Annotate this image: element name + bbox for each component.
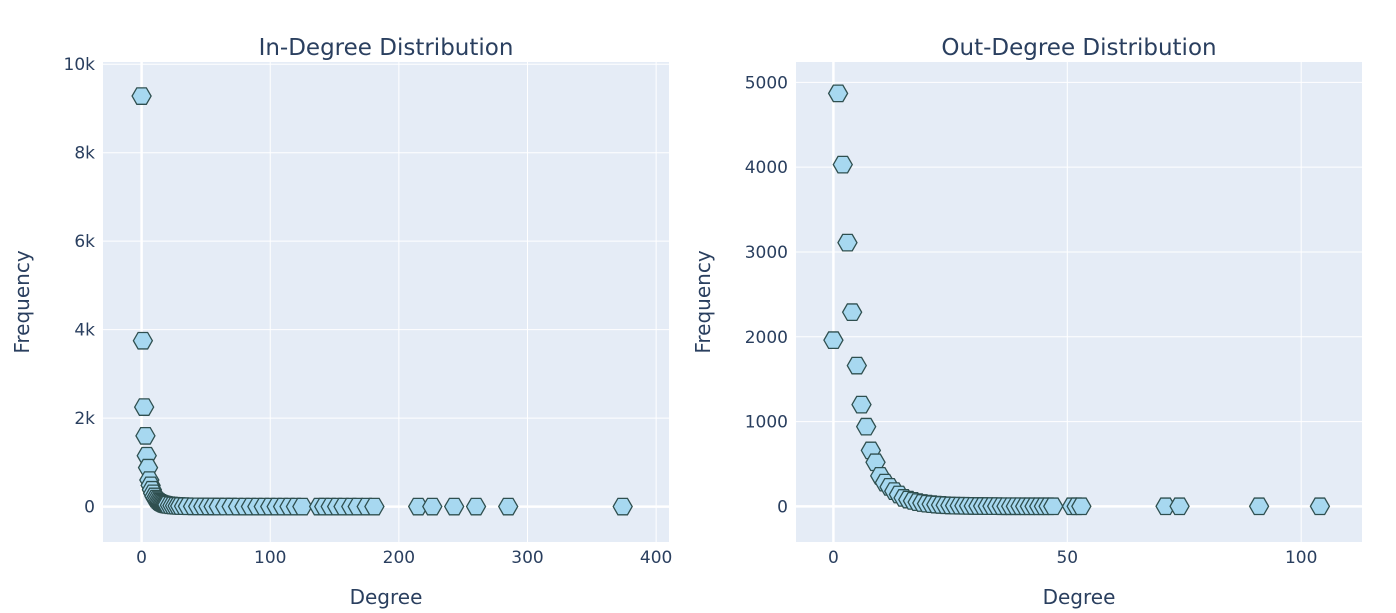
in-degree-point	[497, 497, 519, 516]
in-degree-point	[422, 497, 443, 516]
out-degree-point	[1071, 497, 1092, 516]
out-degree-x-tick-label: 50	[1056, 548, 1078, 568]
out-degree-title: Out-Degree Distribution	[941, 35, 1216, 61]
out-degree-y-tick-label: 0	[777, 497, 788, 517]
out-degree-point	[851, 395, 872, 414]
in-degree-x-tick-label: 300	[511, 548, 543, 568]
out-degree-point	[846, 356, 868, 375]
in-degree-point	[292, 497, 313, 516]
in-degree-point	[132, 331, 154, 350]
in-degree-point	[612, 497, 633, 516]
in-degree-y-tick-label: 2k	[74, 409, 95, 429]
in-degree-point	[131, 87, 152, 105]
out-degree-point	[841, 303, 863, 322]
in-degree-point	[443, 497, 465, 516]
out-degree-x-tick-label: 100	[1285, 548, 1317, 568]
in-degree-y-tick-label: 4k	[74, 321, 95, 341]
in-degree-y-tick-label: 6k	[74, 232, 95, 252]
out-degree-y-tick-label: 2000	[745, 328, 788, 348]
in-degree-point	[465, 497, 487, 516]
out-degree-x-tick-label: 0	[828, 548, 839, 568]
out-degree-point	[837, 233, 858, 252]
out-degree-point	[832, 155, 854, 174]
out-degree-y-tick-label: 5000	[745, 73, 788, 93]
out-degree-point	[823, 331, 844, 350]
out-degree-x-axis-label: Degree	[1043, 585, 1116, 609]
in-degree-point	[135, 426, 156, 445]
out-degree-y-tick-label: 3000	[745, 243, 788, 263]
out-degree-point	[1309, 497, 1331, 516]
out-degree-point	[827, 84, 849, 103]
in-degree-point	[407, 497, 429, 516]
in-degree-plot-area	[103, 62, 669, 542]
out-degree-point	[1043, 497, 1064, 516]
in-degree-y-axis-label: Frequency	[10, 250, 34, 353]
out-degree-y-tick-label: 4000	[745, 158, 788, 178]
in-degree-ticks: 0 100 200 300 400 0 2k 4k 6k 8k 10k	[64, 55, 673, 568]
out-degree-points	[823, 84, 1331, 516]
in-degree-x-tick-label: 200	[383, 548, 415, 568]
out-degree-plot-area	[796, 62, 1362, 542]
in-degree-x-tick-label: 0	[136, 548, 147, 568]
out-degree-point	[1169, 497, 1190, 516]
in-degree-y-tick-label: 8k	[74, 144, 95, 164]
in-degree-panel: 0 100 200 300 400 0 2k 4k 6k 8k 10k In-Degree Dist…	[10, 35, 672, 609]
in-degree-x-axis-label: Degree	[350, 585, 423, 609]
in-degree-x-tick-label: 400	[640, 548, 672, 568]
in-degree-y-tick-label: 10k	[64, 55, 96, 75]
in-degree-point	[364, 497, 385, 516]
in-degree-point	[133, 398, 155, 416]
out-degree-point	[855, 417, 877, 436]
in-degree-points	[131, 87, 633, 516]
out-degree-y-tick-label: 1000	[745, 413, 788, 433]
out-degree-point	[1248, 497, 1270, 516]
out-degree-y-axis-label: Frequency	[691, 250, 715, 353]
in-degree-x-tick-label: 100	[254, 548, 286, 568]
in-degree-y-tick-label: 0	[84, 498, 95, 518]
in-degree-title: In-Degree Distribution	[259, 35, 514, 61]
out-degree-point	[1155, 497, 1176, 516]
